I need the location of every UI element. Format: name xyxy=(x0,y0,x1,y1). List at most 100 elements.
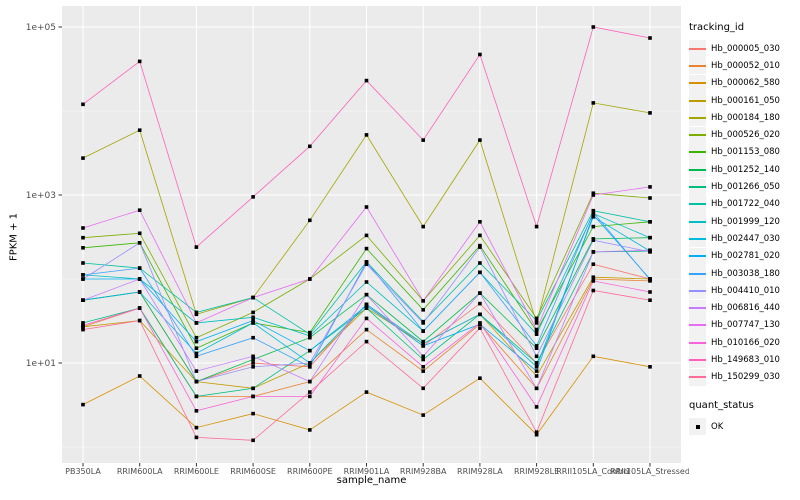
legend-item-label: Hb_006816_440 xyxy=(711,303,780,314)
data-point xyxy=(308,394,312,399)
data-point xyxy=(194,369,199,373)
data-point xyxy=(364,327,369,332)
legend-key-line-icon xyxy=(689,40,706,58)
data-point xyxy=(421,413,425,417)
data-point xyxy=(648,185,652,189)
data-point xyxy=(194,312,199,317)
data-point xyxy=(591,101,596,105)
y-tick-label: 1e+01 xyxy=(26,359,56,369)
data-point xyxy=(137,374,142,378)
data-point xyxy=(534,369,539,373)
x-tick-label: RRIM600PE xyxy=(287,467,333,476)
legend-key-line-icon xyxy=(689,247,706,265)
legend-item-label: Hb_000052_010 xyxy=(711,60,780,71)
legend: tracking_id Hb_000005_030 Hb_000052_010 Hb… xyxy=(689,22,799,436)
data-point xyxy=(591,250,596,254)
data-point xyxy=(421,138,425,142)
legend-item-label: Hb_007747_130 xyxy=(711,320,780,331)
data-point xyxy=(591,25,596,29)
data-point xyxy=(194,354,199,359)
data-point xyxy=(81,226,85,230)
legend-item-Hb_000184_180: Hb_000184_180 xyxy=(689,109,799,127)
data-point xyxy=(194,394,199,399)
data-point xyxy=(478,291,482,295)
legend-key-color xyxy=(689,99,706,102)
data-point xyxy=(421,308,425,312)
legend-item-Hb_001722_040: Hb_001722_040 xyxy=(689,195,799,213)
data-point xyxy=(137,241,142,245)
data-point xyxy=(534,327,539,332)
data-point xyxy=(194,245,199,249)
legend-item-Hb_007747_130: Hb_007747_130 xyxy=(689,316,799,334)
legend-item-label: Hb_000184_180 xyxy=(711,112,780,123)
data-point xyxy=(81,321,85,325)
data-point xyxy=(478,233,482,238)
legend-key-line-icon xyxy=(689,161,706,179)
data-point xyxy=(81,323,85,328)
data-point xyxy=(137,231,142,236)
legend-item-Hb_000052_010: Hb_000052_010 xyxy=(689,57,799,75)
legend-item-label: Hb_000005_030 xyxy=(711,43,780,54)
data-point xyxy=(251,195,255,199)
data-point xyxy=(364,78,369,83)
data-point xyxy=(194,409,199,413)
legend-key-color xyxy=(689,307,706,310)
data-point xyxy=(534,346,539,350)
data-point xyxy=(308,390,312,394)
data-point xyxy=(648,220,652,224)
legend-key-line-icon xyxy=(689,143,706,161)
legend-item-label: Hb_000062_580 xyxy=(711,78,780,89)
data-point xyxy=(81,102,85,107)
legend-key-line-icon xyxy=(689,230,706,248)
data-point xyxy=(478,220,482,224)
data-point xyxy=(81,402,85,407)
data-point xyxy=(421,341,425,346)
legend-item-Hb_001266_050: Hb_001266_050 xyxy=(689,178,799,196)
legend-key-color xyxy=(689,168,706,171)
x-axis-title: sample_name xyxy=(336,475,407,486)
legend-item-Hb_000161_050: Hb_000161_050 xyxy=(689,92,799,110)
data-point xyxy=(591,354,596,359)
data-point xyxy=(421,339,425,344)
data-point xyxy=(421,369,425,373)
data-point xyxy=(81,235,85,240)
legend-key-color xyxy=(689,134,706,137)
y-tick-label: 1e+05 xyxy=(26,23,56,33)
data-point xyxy=(534,332,539,336)
data-point xyxy=(194,339,199,344)
data-point xyxy=(591,262,596,266)
data-point xyxy=(534,224,539,229)
legend-key-line-icon xyxy=(689,351,706,369)
x-tick-label: RRII105LA_Stressed xyxy=(610,467,689,476)
x-tick-label: RRIM600LA xyxy=(117,467,163,476)
legend-item-label: Hb_003038_180 xyxy=(711,268,780,279)
legend-item-Hb_000526_020: Hb_000526_020 xyxy=(689,126,799,144)
data-point xyxy=(251,411,255,416)
data-point xyxy=(364,306,369,310)
data-point xyxy=(81,273,85,277)
data-point xyxy=(421,329,425,333)
data-point xyxy=(81,327,85,332)
data-point xyxy=(137,59,142,64)
data-point xyxy=(421,344,425,348)
data-point xyxy=(251,318,255,323)
data-point xyxy=(308,348,312,353)
data-point xyxy=(478,261,482,265)
legend-item-label: Hb_000161_050 xyxy=(711,95,780,106)
data-point xyxy=(81,298,85,302)
data-point xyxy=(251,335,255,340)
data-point xyxy=(308,365,312,369)
legend-item-Hb_150299_030: Hb_150299_030 xyxy=(689,368,799,386)
data-point xyxy=(478,270,482,275)
data-point xyxy=(591,210,596,215)
data-point xyxy=(648,196,652,200)
data-point xyxy=(137,318,142,323)
data-point xyxy=(81,261,85,265)
data-point xyxy=(648,248,652,252)
legend-key-line-icon xyxy=(689,334,706,352)
data-point xyxy=(364,339,369,344)
data-point xyxy=(81,246,85,250)
data-point xyxy=(421,386,425,391)
data-point xyxy=(364,316,369,321)
legend-key-line-icon xyxy=(689,126,706,144)
